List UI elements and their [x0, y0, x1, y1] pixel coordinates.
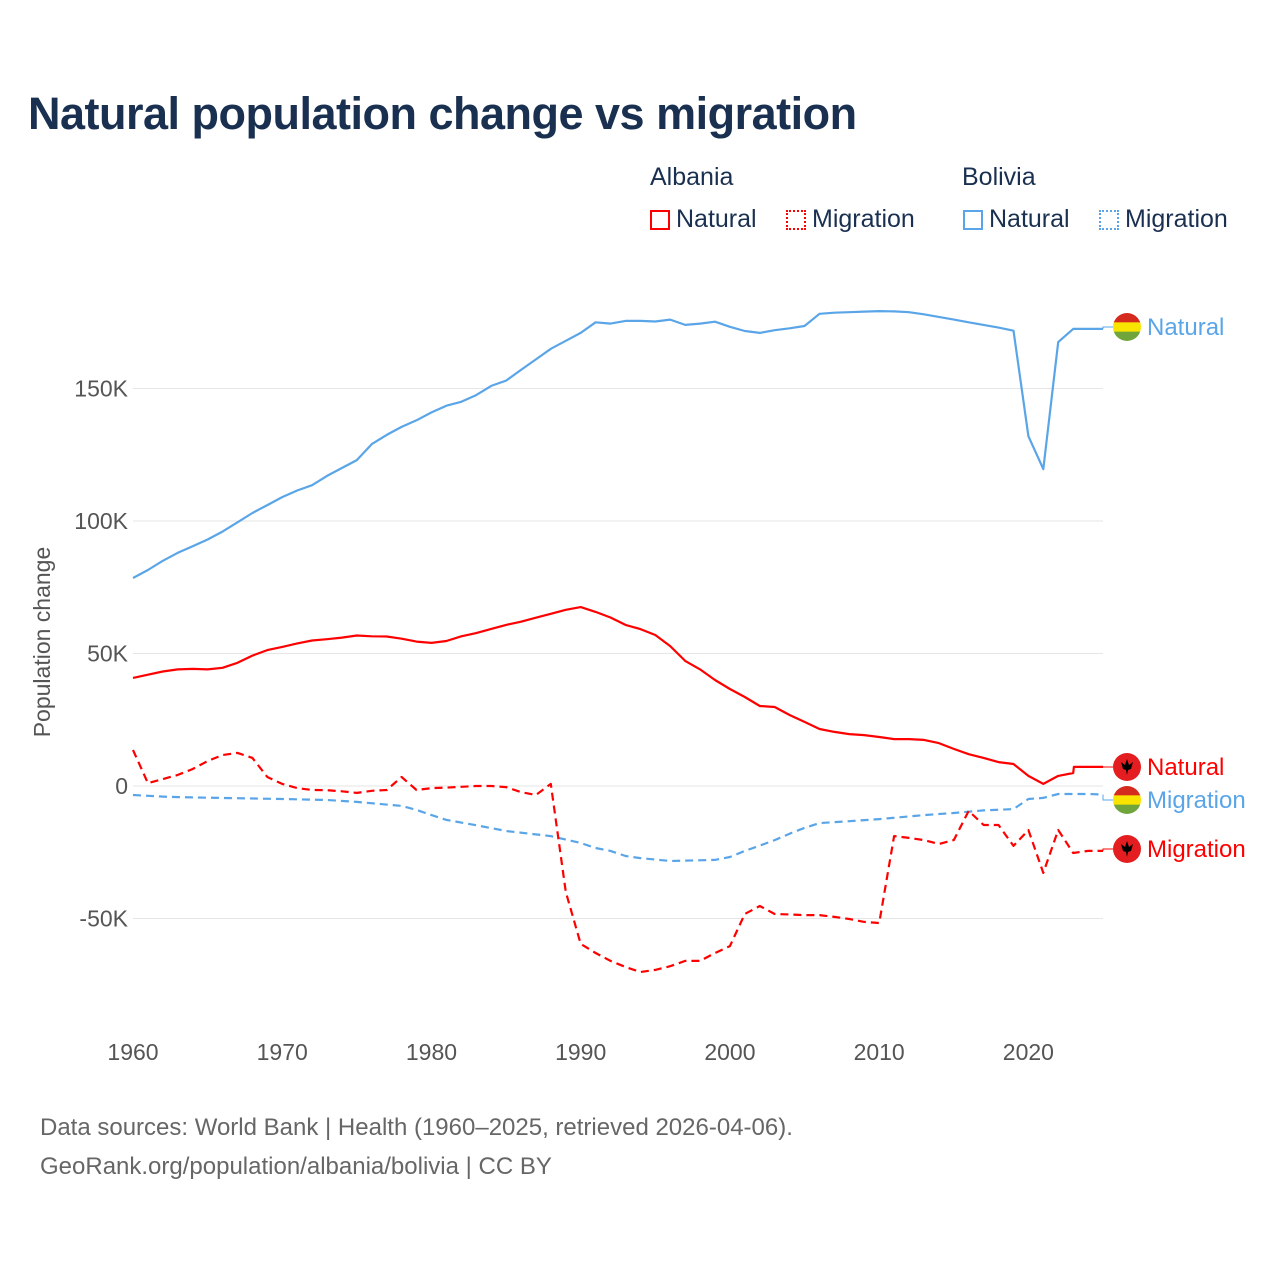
- flag-stripe: [1113, 313, 1141, 323]
- legend-bolivia-natural[interactable]: Natural: [963, 205, 1070, 234]
- y-axis-label: Population change: [29, 547, 55, 738]
- source-note: Data sources: World Bank | Health (1960–…: [40, 1108, 793, 1186]
- legend-swatch-solid: [650, 209, 670, 230]
- label-connector: [1102, 326, 1113, 329]
- legend-label: Migration: [812, 205, 915, 233]
- flag-albania-icon: [1113, 753, 1141, 781]
- flag-stripe: [1113, 322, 1141, 333]
- x-tick-label: 2020: [1003, 1039, 1054, 1065]
- source-line-2[interactable]: GeoRank.org/population/albania/bolivia |…: [40, 1153, 552, 1180]
- x-tick-label: 1960: [107, 1039, 158, 1065]
- legend-swatch-dotted: [786, 209, 806, 230]
- legend-label: Migration: [1125, 205, 1228, 233]
- legend-label: Natural: [989, 205, 1070, 233]
- legend-swatch-dotted: [1099, 209, 1119, 230]
- flag-bolivia-icon: [1113, 786, 1141, 814]
- y-tick-label: 100K: [74, 508, 128, 534]
- series-line-bolivia-natural: [132, 310, 1103, 579]
- legend-albania-natural[interactable]: Natural: [650, 205, 757, 234]
- flag-stripe: [1113, 331, 1141, 341]
- end-label-albania-migration: Migration: [1147, 836, 1246, 863]
- y-tick-label: 150K: [74, 376, 128, 402]
- flag-stripe: [1113, 795, 1141, 806]
- legend-bolivia-migration[interactable]: Migration: [1099, 205, 1228, 234]
- source-line-1: Data sources: World Bank | Health (1960–…: [40, 1114, 793, 1141]
- eagle-icon: [1121, 759, 1133, 775]
- series-line-albania-natural: [132, 606, 1103, 785]
- flag-albania-icon: [1113, 835, 1141, 863]
- legend-label: Natural: [676, 205, 757, 233]
- series-line-albania-migration: [131, 749, 1103, 974]
- x-tick-label: 2000: [704, 1039, 755, 1065]
- x-tick-label: 2010: [854, 1039, 905, 1065]
- flag-stripe: [1113, 786, 1141, 796]
- x-tick-label: 1980: [406, 1039, 457, 1065]
- legend-swatch-solid: [963, 209, 983, 230]
- x-tick-label: 1970: [257, 1039, 308, 1065]
- series-line-bolivia-migration: [132, 792, 1104, 863]
- legend-group-bolivia: Bolivia: [962, 163, 1036, 191]
- flag-bolivia-icon: [1113, 313, 1141, 341]
- x-tick-label: 1990: [555, 1039, 606, 1065]
- end-label-bolivia-natural: Natural: [1147, 314, 1224, 341]
- y-tick-label: 0: [115, 773, 128, 799]
- y-tick-label: -50K: [79, 906, 128, 932]
- legend-group-albania: Albania: [650, 163, 734, 191]
- end-label-bolivia-migration: Migration: [1147, 787, 1246, 814]
- eagle-icon: [1121, 841, 1133, 857]
- chart-title: Natural population change vs migration: [28, 88, 857, 139]
- legend-albania-migration[interactable]: Migration: [786, 205, 915, 234]
- flag-stripe: [1113, 804, 1141, 814]
- end-label-albania-natural: Natural: [1147, 754, 1224, 781]
- y-tick-label: 50K: [87, 641, 129, 667]
- label-connector: [1102, 848, 1113, 851]
- label-connector: [1102, 794, 1113, 801]
